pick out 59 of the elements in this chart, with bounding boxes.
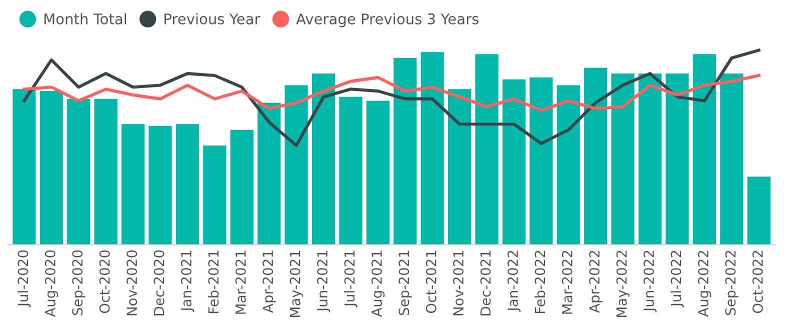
bar — [203, 145, 226, 245]
x-tick-label: Sep-2020 — [72, 250, 86, 316]
bar — [339, 96, 362, 245]
x-tick-label: Sep-2021 — [398, 250, 412, 316]
x-tick-label: Oct-2022 — [752, 250, 763, 314]
bar — [666, 74, 689, 245]
bar — [692, 54, 716, 245]
bar — [530, 77, 553, 245]
bar — [312, 74, 336, 245]
x-tick-label: Jan-2021 — [180, 250, 194, 312]
bar — [258, 102, 281, 245]
bar — [638, 74, 662, 245]
bar — [394, 58, 417, 245]
x-tick-label: Jul-2020 — [17, 250, 31, 308]
bar — [584, 68, 608, 245]
bar — [502, 79, 526, 245]
x-tick-label: Aug-2022 — [698, 250, 712, 317]
bar — [611, 74, 634, 245]
bar — [230, 130, 254, 245]
x-tick-label: Aug-2020 — [44, 250, 58, 317]
bar — [747, 176, 770, 245]
legend-label: Previous Year — [164, 13, 260, 24]
x-tick-label: Mar-2021 — [235, 250, 246, 314]
x-tick-label: Dec-2021 — [480, 250, 491, 316]
x-tick-label: Aug-2021 — [371, 250, 385, 317]
bar — [284, 85, 308, 245]
bar — [94, 98, 118, 245]
x-tick-label: Apr-2021 — [262, 250, 276, 313]
bar — [12, 89, 36, 245]
x-tick-label: Nov-2020 — [126, 250, 138, 316]
x-tick-label: May-2022 — [616, 250, 630, 317]
x-tick-label: Mar-2022 — [562, 250, 572, 314]
x-tick-label: Jan-2022 — [508, 250, 521, 312]
x-tick-label: Jun-2021 — [317, 250, 330, 312]
x-tick-label: Dec-2020 — [154, 250, 164, 316]
x-tick-label: Apr-2022 — [589, 250, 602, 313]
bar — [366, 100, 390, 245]
bar — [148, 126, 172, 245]
legend-label: Month Total — [44, 13, 126, 24]
bar — [420, 52, 444, 245]
x-tick-label: Feb-2022 — [534, 250, 546, 314]
x-tick-label: Oct-2021 — [426, 250, 436, 314]
bar — [720, 74, 744, 245]
bar — [556, 85, 580, 245]
bar — [176, 124, 200, 245]
x-tick-label: Jun-2022 — [644, 250, 657, 312]
bar — [67, 98, 90, 245]
bar — [40, 91, 63, 245]
x-tick-label: Jul-2021 — [344, 250, 358, 308]
x-tick-label: Jul-2022 — [670, 250, 684, 308]
x-tick-label: Sep-2022 — [725, 250, 738, 316]
legend-label: Average Previous 3 Years — [296, 13, 478, 28]
x-tick-label: Nov-2021 — [453, 250, 464, 316]
x-tick-label: Feb-2021 — [208, 250, 219, 314]
x-tick-label: Oct-2020 — [99, 250, 110, 314]
bar — [475, 54, 498, 245]
x-tick-label: May-2021 — [290, 250, 304, 317]
bar — [121, 124, 145, 245]
bar — [448, 89, 472, 245]
